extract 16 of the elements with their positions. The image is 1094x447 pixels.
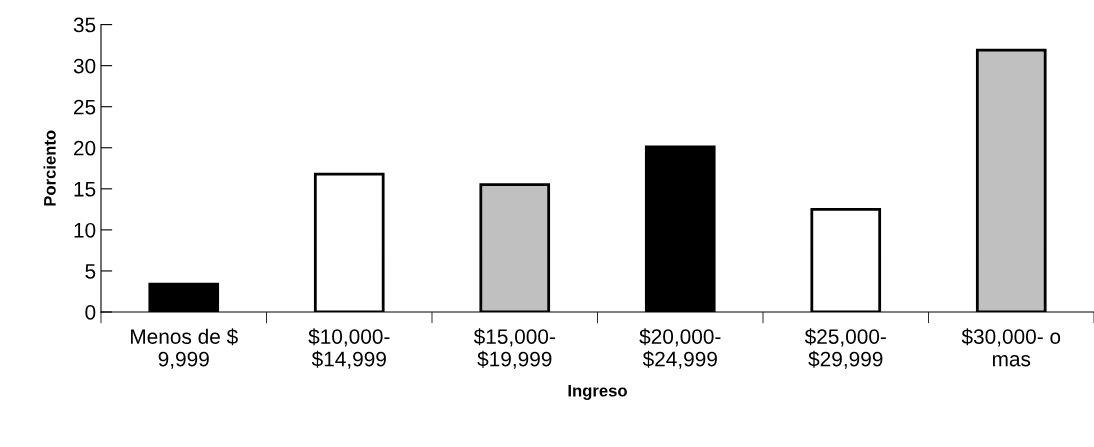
- y-tick-label: 10: [74, 222, 96, 238]
- y-tick-label: 5: [85, 264, 96, 279]
- y-tick-label: 30: [73, 58, 96, 74]
- y-tick-label: 0: [85, 305, 96, 320]
- y-tick-label: 15: [74, 182, 96, 197]
- y-tick-label: 25: [74, 99, 96, 115]
- x-tick-label: $30,000- o mas: [961, 328, 1061, 367]
- x-tick-label: Menos de $ 9,999: [131, 328, 238, 369]
- x-axis-title: Ingreso: [568, 384, 627, 400]
- y-tick-label: 35: [73, 17, 96, 33]
- x-tick-label: $25,000- $29,999: [804, 328, 886, 369]
- x-tick-label: $10,000- $14,999: [308, 328, 390, 369]
- x-tick-label: $20,000- $24,999: [639, 328, 721, 369]
- x-tick-label: $15,000- $19,999: [473, 328, 555, 369]
- y-tick-label: 20: [74, 140, 96, 156]
- y-axis-title: Porciento: [43, 130, 56, 206]
